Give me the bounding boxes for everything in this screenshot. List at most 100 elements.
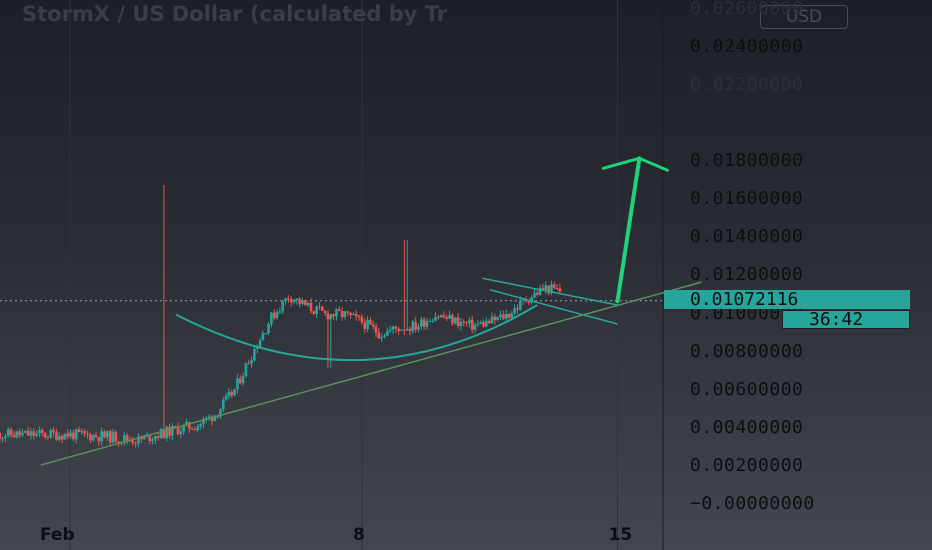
candle-body — [516, 308, 519, 310]
candle-body — [52, 430, 55, 433]
candle-body — [202, 418, 205, 424]
candle-body — [535, 292, 539, 295]
candle-body — [340, 311, 344, 318]
candle-body — [29, 431, 33, 436]
candle-body — [244, 363, 248, 376]
candle-body — [510, 313, 514, 318]
candle-body — [108, 431, 112, 443]
candle-body — [524, 299, 528, 302]
candle-body — [547, 285, 550, 294]
candle-body — [168, 426, 171, 436]
candle-body — [374, 326, 378, 333]
candle-body — [173, 426, 177, 428]
candle-body — [558, 288, 562, 292]
currency-button[interactable]: USD — [760, 5, 848, 29]
candle-body — [185, 422, 188, 426]
candle-body — [521, 299, 525, 301]
candle-body — [507, 313, 511, 318]
candle-body — [125, 435, 129, 440]
candle-body — [255, 347, 259, 349]
candle-body — [264, 333, 268, 335]
candle-body — [12, 435, 16, 438]
candle-body — [253, 348, 256, 361]
candle-body — [527, 301, 531, 303]
candle-body — [428, 320, 432, 322]
candle-body — [533, 292, 536, 298]
candle-body — [49, 430, 53, 438]
candle-body — [261, 333, 265, 341]
candle-body — [304, 300, 307, 306]
chart-title: StormX / US Dollar (calculated by Tr — [22, 2, 448, 26]
candle-body — [162, 428, 166, 439]
y-tick-label: 0.00400000 — [690, 416, 804, 438]
y-tick-label: 0.01400000 — [690, 226, 804, 248]
candle-body — [332, 314, 335, 317]
candle-body — [238, 378, 242, 384]
candle-body — [431, 320, 434, 322]
x-tick-label: 8 — [353, 525, 365, 545]
candle-body — [550, 284, 553, 294]
candle-body — [499, 314, 502, 318]
candle-body — [38, 430, 41, 434]
candle-body — [468, 319, 471, 324]
candle-body — [485, 320, 488, 327]
y-tick-label: 0.00800000 — [690, 340, 804, 362]
candle-body — [55, 432, 58, 440]
candle-body — [219, 409, 222, 417]
y-tick-label: 0.00200000 — [690, 454, 804, 476]
candle-body — [490, 316, 494, 324]
current-price-label: 0.01072116 — [664, 290, 910, 309]
candle-body — [442, 315, 446, 318]
candle-body — [131, 440, 135, 444]
candle-body — [182, 425, 185, 432]
cup-pattern-curve — [175, 304, 538, 361]
candle-body — [63, 433, 67, 440]
candle-body — [371, 324, 375, 327]
candle-body — [411, 321, 415, 332]
candle-body — [258, 340, 262, 348]
candle-body — [343, 311, 347, 318]
candle-body — [222, 399, 225, 410]
candle-body — [397, 328, 400, 332]
candle-body — [250, 360, 253, 364]
channel-lower-line — [489, 289, 618, 325]
candle-body — [436, 316, 440, 318]
candle-body — [414, 321, 417, 330]
candle-body — [210, 416, 214, 421]
candle-body — [388, 329, 392, 332]
candle-body — [380, 336, 384, 339]
candle-body — [111, 432, 115, 443]
candle-body — [405, 328, 409, 331]
candle-body — [176, 427, 180, 435]
candle-body — [465, 322, 468, 324]
candle-body — [451, 314, 454, 324]
candle-body — [482, 322, 485, 327]
y-tick-label: 0.01600000 — [690, 188, 804, 210]
breakout-arrow-head — [601, 156, 669, 172]
y-tick-label: 0.01200000 — [690, 264, 804, 286]
candle-body — [383, 335, 386, 337]
candle-body — [278, 311, 282, 313]
candle-body — [493, 316, 497, 321]
candle-body — [46, 437, 50, 439]
candle-body — [422, 319, 426, 327]
candle-body — [298, 298, 301, 304]
candle-countdown-label: 36:42 — [782, 310, 910, 329]
candle-body — [292, 300, 296, 303]
candle-body — [134, 443, 137, 445]
candle-body — [106, 431, 109, 438]
candle-body — [335, 309, 338, 317]
candle-body — [193, 429, 197, 431]
candle-body — [496, 317, 499, 321]
y-tick-label: 0.00600000 — [690, 378, 804, 400]
candle-body — [32, 431, 36, 436]
candle-body — [151, 439, 154, 442]
candle-body — [190, 428, 194, 430]
candle-body — [233, 389, 236, 396]
candle-body — [230, 392, 234, 396]
x-tick-label: Feb — [40, 525, 75, 545]
y-tick-label: 0.02600000 — [690, 0, 804, 19]
candle-body — [513, 308, 516, 314]
